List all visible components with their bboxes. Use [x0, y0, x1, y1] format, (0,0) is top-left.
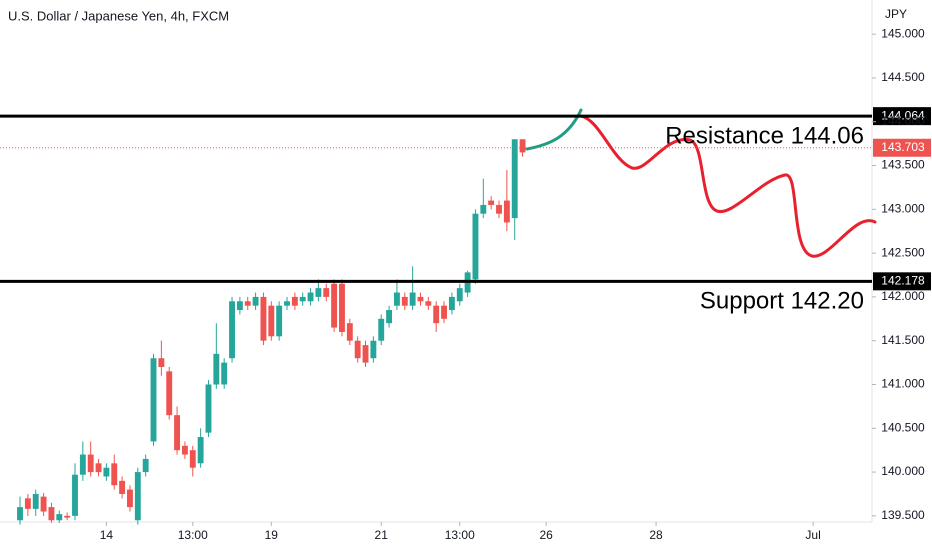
candle-body [307, 292, 314, 302]
level-label: Resistance 144.06 [665, 122, 864, 149]
candle-body [393, 292, 400, 306]
currency: JPY [885, 7, 907, 21]
x-tick-label: 28 [649, 528, 663, 542]
candle-body [480, 204, 487, 214]
level-tag [873, 272, 931, 291]
candle-body [276, 305, 283, 337]
candle-body [503, 200, 510, 223]
candle-body [260, 296, 267, 341]
candle-body [95, 463, 102, 473]
candle-body [378, 318, 385, 341]
candle-body [150, 358, 157, 442]
candle-body [496, 204, 502, 214]
candle-body [488, 200, 495, 205]
candle-body [472, 213, 479, 280]
candle-body [511, 139, 518, 219]
y-tick-label: 141.500 [881, 333, 925, 347]
x-tick-label: 13:00 [178, 528, 208, 542]
candle-body [64, 515, 71, 518]
candle-body [111, 463, 118, 486]
last-price-label: 143.703 [881, 140, 925, 154]
chart-title: U.S. Dollar / Japanese Yen, 4h, FXCM [8, 8, 229, 23]
candle-body [519, 139, 526, 153]
y-tick-label: 143.500 [881, 158, 925, 172]
candle-body [268, 305, 275, 337]
candle-body [72, 474, 78, 516]
candle-body [315, 288, 322, 297]
candle-body [339, 283, 345, 332]
x-tick-label: 13:00 [445, 528, 475, 542]
y-tick-label: 144.500 [881, 70, 925, 84]
candle-body [189, 450, 196, 468]
candle-body [158, 358, 165, 367]
level-tag [873, 107, 931, 126]
y-tick-label: 139.500 [881, 508, 925, 522]
candle-body [205, 384, 212, 433]
y-tick-label: 140.000 [881, 464, 925, 478]
y-tick-label: 141.000 [881, 377, 925, 391]
projection-path [579, 114, 877, 258]
x-tick-label: 19 [265, 528, 279, 542]
candle-body [119, 480, 126, 494]
overlay: 143.703 144.064 Resistance 144.06 142.178 Su… [0, 107, 931, 315]
level-price: 144.064 [881, 108, 925, 122]
candle-body [362, 345, 369, 363]
candle-body [181, 445, 188, 455]
candle-body [291, 296, 298, 306]
candle-body [134, 472, 141, 521]
candle-body [142, 458, 149, 473]
marks [17, 139, 526, 525]
level-label: Support 142.20 [700, 288, 864, 315]
level-price: 142.178 [881, 273, 925, 287]
candle-body [17, 507, 23, 521]
candle-body [213, 353, 220, 385]
last-price-tag [873, 138, 931, 157]
candle-body [456, 288, 463, 302]
candle-body [252, 296, 259, 306]
candle-body [401, 296, 408, 306]
candle-body [354, 340, 361, 359]
y-tick-label: 140.500 [881, 420, 925, 434]
y-tick-label: 142.500 [881, 245, 925, 259]
candle-body [40, 496, 47, 512]
x-tick-label: 26 [539, 528, 553, 542]
candle-body [284, 301, 290, 306]
candle-body [197, 437, 204, 464]
y-tick-label: 145.000 [881, 26, 925, 40]
candle-body [174, 415, 181, 451]
x-tick-label: 21 [375, 528, 389, 542]
candle-body [56, 514, 63, 521]
x-tick-label: Jul [805, 528, 820, 542]
candle-body [323, 288, 330, 297]
candle-body [433, 305, 440, 324]
candle-body [448, 296, 455, 311]
candle-body [229, 301, 235, 359]
candle-body [48, 507, 55, 521]
y-tick-label: 144.000 [881, 114, 925, 128]
candle-body [221, 362, 228, 385]
candle-body [127, 489, 133, 508]
candle-body [386, 310, 393, 324]
candle-body [441, 305, 447, 319]
candle-body [236, 301, 243, 311]
x-tick-label: 14 [100, 528, 114, 542]
candle-body [417, 296, 424, 302]
candle-body [346, 323, 353, 341]
candle-body [24, 498, 31, 509]
candle-body [244, 301, 251, 306]
candle-body [79, 454, 86, 475]
candle-body [331, 283, 338, 328]
candle-body [299, 296, 306, 302]
y-tick-label: 143.000 [881, 201, 925, 215]
candle-body [370, 340, 377, 359]
candle-body [32, 493, 39, 509]
candle-body [166, 371, 173, 416]
candle-body [425, 301, 432, 306]
candle-body [87, 454, 94, 473]
candle-body [103, 467, 110, 477]
candle-body [409, 292, 416, 306]
y-tick-label: 142.000 [881, 289, 925, 303]
